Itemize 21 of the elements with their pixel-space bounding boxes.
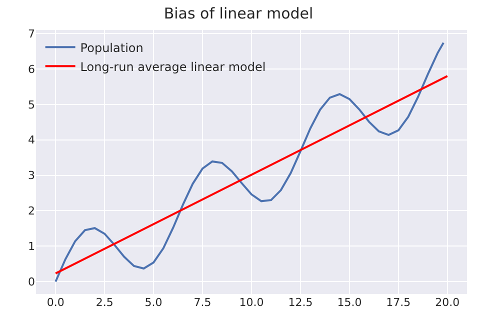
y-tick-label: 0: [28, 275, 35, 288]
legend-label: Long-run average linear model: [80, 60, 266, 74]
x-tick-label: 17.5: [386, 296, 411, 309]
x-tick-label: 2.5: [96, 296, 114, 309]
y-tick-label: 1: [28, 240, 35, 254]
x-tick-label: 20.0: [435, 296, 460, 309]
legend-label: Population: [80, 40, 144, 55]
x-tick-label: 10.0: [239, 296, 264, 309]
y-tick-label: 2: [28, 204, 35, 218]
x-tick-label: 15.0: [337, 296, 362, 309]
y-tick-label: 6: [28, 62, 35, 76]
y-tick-label: 4: [28, 134, 35, 147]
x-tick-label: 7.5: [194, 296, 212, 309]
x-tick-label: 5.0: [144, 296, 162, 309]
chart-title: Bias of linear model: [164, 4, 314, 23]
line-series: [54, 42, 444, 283]
y-tick-label: 5: [28, 98, 35, 112]
x-tick-label: 0.0: [46, 296, 64, 309]
y-tick-label: 7: [28, 27, 35, 40]
x-tick-label: 12.5: [288, 296, 313, 309]
y-tick-label: 3: [28, 169, 35, 182]
